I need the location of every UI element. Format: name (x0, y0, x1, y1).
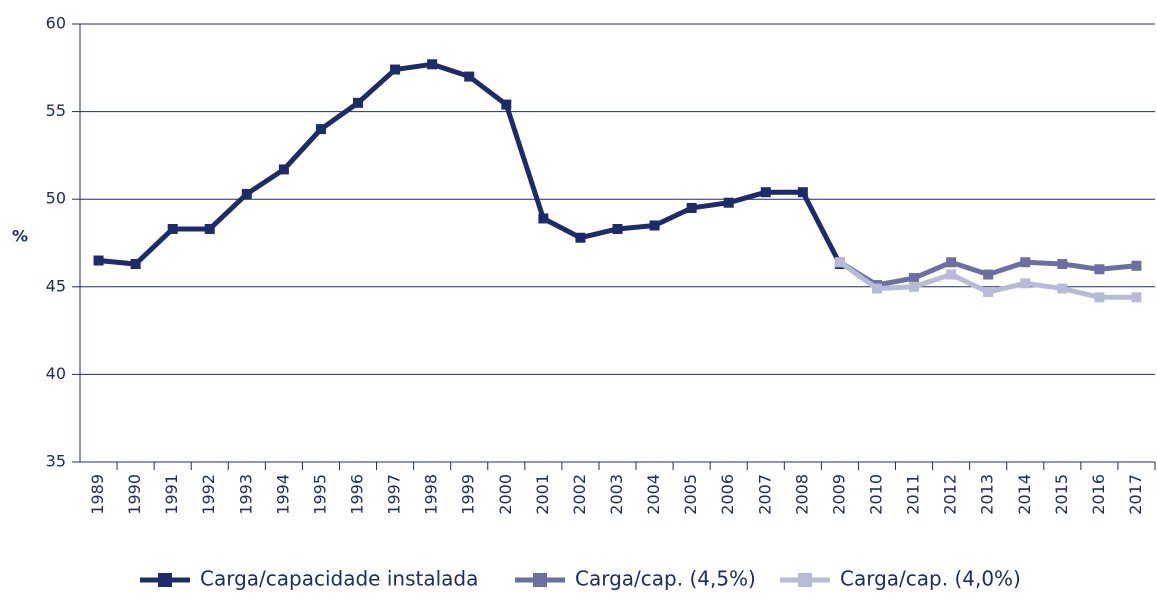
legend-label: Carga/cap. (4,0%) (840, 567, 1021, 591)
series-line (98, 61, 843, 267)
legend-marker (533, 573, 547, 587)
x-tick-label: 2002 (570, 474, 589, 515)
data-point (1020, 278, 1031, 289)
x-tick-label: 1997 (385, 474, 404, 515)
x-tick-label: 2012 (941, 474, 960, 515)
x-tick-label: 1992 (199, 474, 218, 515)
x-tick-label: 1994 (273, 474, 292, 515)
data-point (427, 59, 438, 70)
y-tick-label: 50 (46, 189, 66, 208)
x-tick-label: 2014 (1015, 474, 1034, 515)
data-point (834, 257, 845, 268)
data-point (1094, 292, 1105, 303)
data-point (909, 281, 920, 292)
y-tick-label: 45 (46, 276, 66, 295)
data-point (315, 124, 326, 135)
x-tick-label: 1991 (162, 474, 181, 515)
data-point (983, 287, 994, 298)
x-tick-label: 2015 (1052, 474, 1071, 515)
legend-label: Carga/cap. (4,5%) (575, 567, 756, 591)
data-point (501, 99, 512, 110)
x-tick-label: 2003 (607, 474, 626, 515)
data-point (390, 64, 401, 75)
data-point (1020, 257, 1031, 268)
x-tick-label: 2017 (1126, 474, 1145, 515)
data-point (1131, 260, 1142, 271)
y-tick-label: 55 (46, 101, 66, 120)
x-tick-label: 1990 (125, 474, 144, 515)
data-point (1094, 264, 1105, 275)
y-tick-label: 60 (46, 14, 66, 33)
data-point (130, 259, 141, 270)
data-point (93, 255, 104, 266)
legend-label: Carga/capacidade instalada (200, 567, 478, 591)
x-tick-label: 2013 (978, 474, 997, 515)
data-point (241, 188, 252, 199)
x-tick-label: 2011 (904, 474, 923, 515)
legend-marker (798, 573, 812, 587)
x-tick-label: 2005 (681, 474, 700, 515)
data-point (983, 269, 994, 280)
x-tick-label: 2016 (1089, 474, 1108, 515)
data-point (1057, 283, 1068, 294)
x-tick-label: 2007 (755, 474, 774, 515)
data-point (353, 97, 364, 108)
data-point (1131, 292, 1142, 303)
data-point (649, 220, 660, 231)
data-point (575, 232, 586, 243)
data-point (204, 223, 215, 234)
data-point (612, 223, 623, 234)
x-tick-label: 2000 (496, 474, 515, 515)
x-tick-label: 2008 (792, 474, 811, 515)
x-tick-label: 2004 (644, 474, 663, 515)
legend-marker (158, 573, 172, 587)
y-axis-label: % (12, 227, 28, 246)
data-point (167, 223, 178, 234)
data-point (909, 273, 920, 284)
data-point (797, 187, 808, 198)
y-tick-label: 35 (46, 452, 66, 471)
data-point (946, 269, 957, 280)
x-tick-label: 2010 (866, 474, 885, 515)
x-tick-label: 2006 (718, 474, 737, 515)
data-point (871, 283, 882, 294)
data-point (760, 187, 771, 198)
data-point (278, 164, 289, 175)
y-tick-label: 40 (46, 364, 66, 383)
data-point (946, 257, 957, 268)
data-point (538, 213, 549, 224)
x-tick-label: 1999 (459, 474, 478, 515)
x-tick-label: 2009 (829, 474, 848, 515)
x-tick-label: 1995 (310, 474, 329, 515)
x-tick-label: 1989 (88, 474, 107, 515)
data-point (686, 202, 697, 213)
x-tick-label: 1993 (236, 474, 255, 515)
data-point (1057, 259, 1068, 270)
x-tick-label: 1996 (348, 474, 367, 515)
data-point (723, 197, 734, 208)
data-point (464, 71, 475, 82)
x-tick-label: 2001 (533, 474, 552, 515)
x-tick-label: 1998 (422, 474, 441, 515)
